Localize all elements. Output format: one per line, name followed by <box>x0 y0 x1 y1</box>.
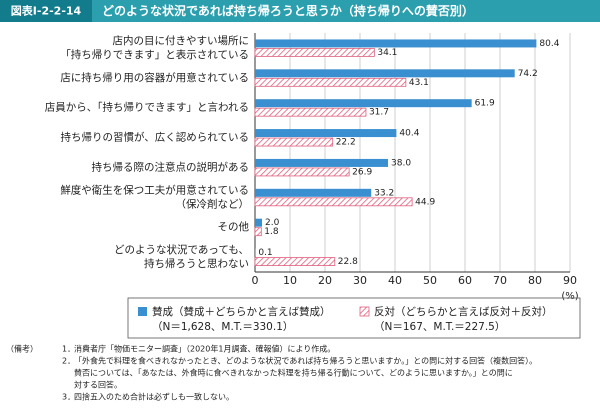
legend-swatch <box>360 307 369 316</box>
legend-label: 賛成（賛成＋どちらかと言えば賛成） <box>152 305 331 318</box>
value-label: 40.4 <box>399 129 419 139</box>
bar <box>255 159 388 167</box>
bar <box>255 129 396 137</box>
legend-sample: （N＝1,628、M.T.＝330.1） <box>152 321 293 333</box>
category-label: その他 <box>218 220 250 233</box>
header-title: どのような状況であれば持ち帰ろうと思うか（持ち帰りへの賛否別） <box>102 3 474 18</box>
note-line: 四捨五入のため合計は必ずしも一致しない。 <box>74 392 234 402</box>
bar <box>255 219 262 227</box>
x-tick-label: 40 <box>388 274 402 287</box>
value-label: 33.2 <box>374 188 394 198</box>
value-label: 43.1 <box>409 78 429 88</box>
x-tick-label: 60 <box>458 274 472 287</box>
bar <box>255 69 515 77</box>
value-label: 61.9 <box>475 99 495 109</box>
category-label: （保冷剤など） <box>176 197 250 210</box>
x-tick-label: 10 <box>283 274 297 287</box>
header-label: 図表Ⅰ-2-2-14 <box>11 4 82 18</box>
bar <box>255 198 412 206</box>
x-tick-label: 80 <box>528 274 542 287</box>
value-label: 1.8 <box>264 227 279 237</box>
category-label: 持ち帰りの習慣が、広く認められている <box>61 131 249 144</box>
bar <box>255 258 335 266</box>
category-label: 店員から、「持ち帰りできます」と言われる <box>45 101 249 114</box>
value-label: 22.2 <box>336 138 356 148</box>
value-label: 0.1 <box>258 248 272 258</box>
value-label: 80.4 <box>539 39 559 49</box>
value-label: 26.9 <box>352 167 372 177</box>
notes-heading: （備考） <box>6 344 38 354</box>
note-line: 賛否については、「あなたは、外食時に食べきれなかった料理を持ち帰る行動について、… <box>74 368 513 378</box>
category-label: 「持ち帰りできます」と表示されている <box>60 48 249 61</box>
value-label: 44.9 <box>415 197 435 207</box>
x-tick-label: 0 <box>252 274 259 287</box>
bar <box>255 39 536 47</box>
bar <box>255 99 472 107</box>
bar <box>255 189 371 197</box>
x-tick-label: 50 <box>423 274 437 287</box>
note-line: 「外食先で料理を食べきれなかったとき、どのような状況であれば持ち帰ろうと思います… <box>74 356 537 366</box>
x-tick-label: 30 <box>353 274 367 287</box>
bar <box>255 228 261 236</box>
value-label: 31.7 <box>369 108 389 118</box>
bar <box>255 108 366 116</box>
bar <box>255 48 374 56</box>
bar <box>255 168 349 176</box>
legend-label: 反対（どちらかと言えば反対＋反対） <box>374 305 553 318</box>
value-label: 74.2 <box>518 69 538 79</box>
x-tick-label: 20 <box>318 274 332 287</box>
value-label: 34.1 <box>377 48 397 58</box>
x-tick-label: 90 <box>563 274 577 287</box>
category-label: 持ち帰る際の注意点の説明がある <box>92 160 250 173</box>
note-line: 消費者庁「物価モニター調査」（2020年1月調査、確報値）により作成。 <box>74 344 335 354</box>
value-label: 22.8 <box>338 257 358 267</box>
category-label: 店内の目に付きやすい場所に <box>113 34 250 47</box>
x-tick-label: 70 <box>493 274 507 287</box>
bar <box>255 138 333 146</box>
value-label: 38.0 <box>391 158 411 168</box>
category-label: 持ち帰ろうと思わない <box>144 257 249 270</box>
category-label: 店に持ち帰り用の容器が用意されている <box>60 71 249 84</box>
category-label: 鮮度や衛生を保つ工夫が用意されている <box>60 183 249 196</box>
legend-sample: （N＝167、M.T.＝227.5） <box>374 321 505 333</box>
x-unit: (%) <box>561 291 578 302</box>
note-line: 対する回答。 <box>74 380 122 390</box>
bar <box>255 78 406 86</box>
legend-swatch <box>138 307 147 316</box>
category-label: どのような状況であっても、 <box>114 243 249 256</box>
